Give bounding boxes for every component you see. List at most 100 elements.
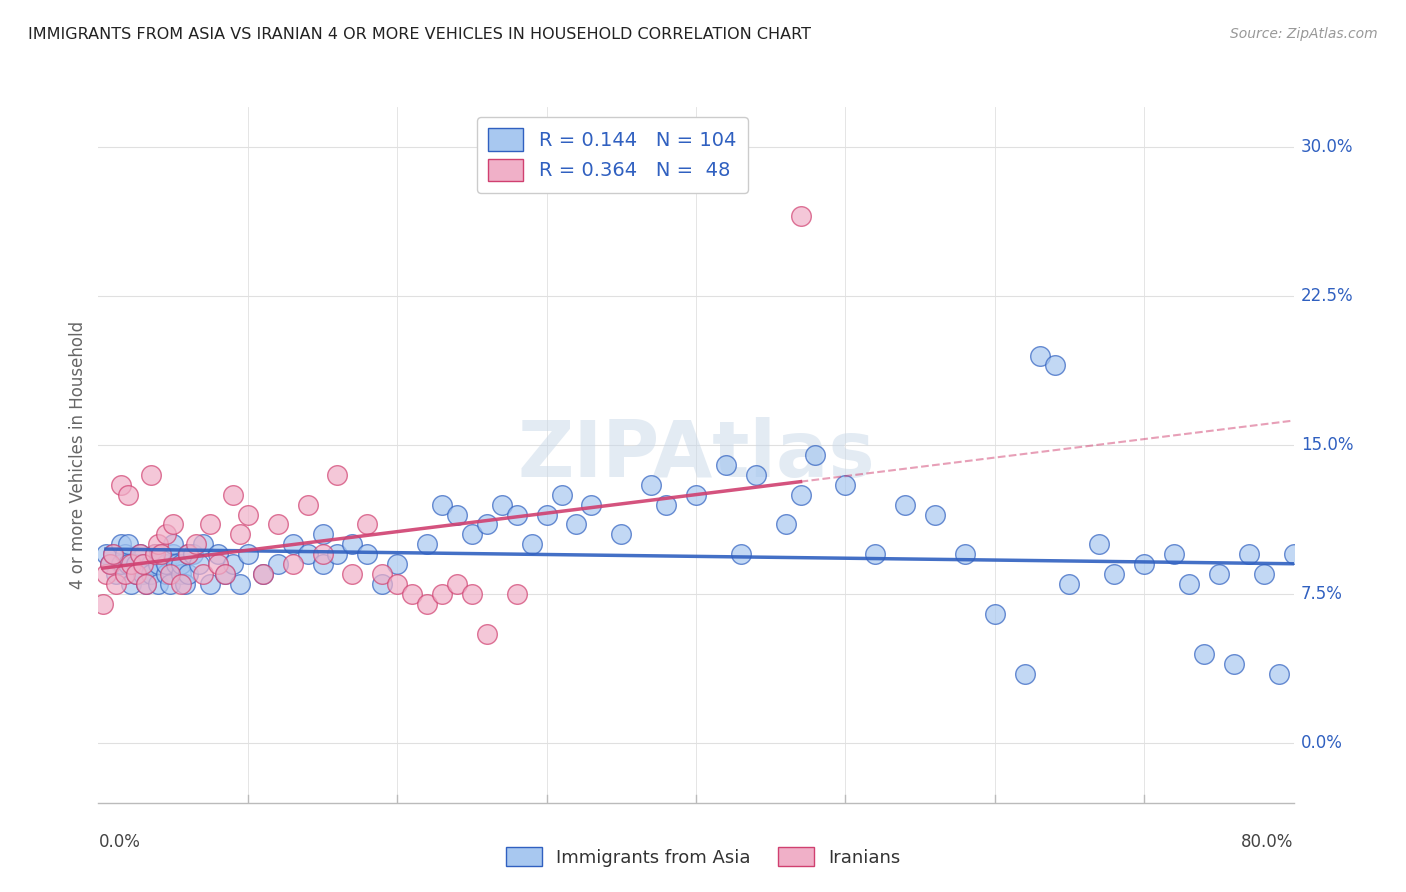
Point: [1372, 666, 1395, 681]
Text: 30.0%: 30.0%: [1301, 137, 1354, 156]
Point: [229, 527, 252, 541]
Text: 80.0%: 80.0%: [1241, 832, 1294, 851]
Point: [105, 577, 128, 591]
Point: [401, 587, 423, 601]
Point: [1043, 359, 1066, 373]
Point: [326, 467, 349, 482]
Point: [804, 448, 827, 462]
Point: [110, 537, 132, 551]
Point: [162, 517, 184, 532]
Point: [143, 547, 166, 561]
Point: [177, 567, 200, 582]
Point: [155, 567, 177, 582]
Y-axis label: 4 or more Vehicles in Household: 4 or more Vehicles in Household: [69, 321, 87, 589]
Text: 0.0%: 0.0%: [1301, 734, 1343, 752]
Point: [1298, 616, 1320, 631]
Point: [200, 517, 222, 532]
Point: [461, 587, 484, 601]
Point: [187, 558, 209, 572]
Point: [491, 498, 513, 512]
Point: [1357, 558, 1379, 572]
Point: [222, 558, 245, 572]
Text: IMMIGRANTS FROM ASIA VS IRANIAN 4 OR MORE VEHICLES IN HOUSEHOLD CORRELATION CHAR: IMMIGRANTS FROM ASIA VS IRANIAN 4 OR MOR…: [28, 27, 811, 42]
Point: [430, 587, 453, 601]
Point: [475, 627, 498, 641]
Point: [103, 547, 125, 561]
Point: [640, 477, 662, 491]
Point: [326, 547, 349, 561]
Point: [536, 508, 558, 522]
Point: [155, 527, 177, 541]
Text: 0.0%: 0.0%: [98, 832, 141, 851]
Point: [863, 547, 886, 561]
Point: [125, 558, 148, 572]
Point: [236, 508, 259, 522]
Point: [117, 488, 139, 502]
Point: [430, 498, 453, 512]
Point: [1208, 567, 1230, 582]
Point: [1088, 537, 1111, 551]
Legend: Immigrants from Asia, Iranians: Immigrants from Asia, Iranians: [498, 840, 908, 874]
Point: [385, 558, 409, 572]
Point: [148, 577, 170, 591]
Point: [834, 477, 856, 491]
Point: [1267, 666, 1289, 681]
Point: [1102, 567, 1125, 582]
Point: [110, 558, 132, 572]
Point: [200, 577, 222, 591]
Point: [191, 567, 214, 582]
Point: [94, 567, 117, 582]
Point: [371, 577, 394, 591]
Point: [281, 537, 304, 551]
Point: [139, 467, 162, 482]
Point: [745, 467, 768, 482]
Point: [169, 577, 191, 591]
Point: [924, 508, 946, 522]
Point: [342, 537, 364, 551]
Point: [550, 488, 572, 502]
Point: [105, 567, 128, 582]
Point: [165, 558, 187, 572]
Point: [416, 597, 439, 611]
Point: [1312, 558, 1334, 572]
Point: [297, 547, 319, 561]
Point: [150, 547, 173, 561]
Point: [120, 558, 142, 572]
Point: [177, 547, 200, 561]
Point: [1386, 657, 1406, 671]
Point: [191, 537, 214, 551]
Point: [894, 498, 917, 512]
Point: [177, 547, 200, 561]
Point: [181, 547, 204, 561]
Point: [1133, 558, 1156, 572]
Point: [311, 547, 333, 561]
Point: [252, 567, 274, 582]
Point: [311, 558, 333, 572]
Legend: R = 0.144   N = 104, R = 0.364   N =  48: R = 0.144 N = 104, R = 0.364 N = 48: [477, 117, 748, 193]
Point: [446, 577, 468, 591]
Point: [252, 567, 274, 582]
Text: 22.5%: 22.5%: [1301, 287, 1354, 305]
Point: [117, 537, 139, 551]
Point: [114, 547, 136, 561]
Text: 7.5%: 7.5%: [1301, 585, 1343, 603]
Point: [1028, 349, 1050, 363]
Point: [520, 537, 543, 551]
Point: [1282, 547, 1305, 561]
Point: [983, 607, 1005, 621]
Point: [655, 498, 678, 512]
Point: [98, 558, 122, 572]
Point: [129, 547, 152, 561]
Point: [267, 558, 290, 572]
Point: [207, 558, 229, 572]
Point: [135, 577, 157, 591]
Point: [953, 547, 976, 561]
Point: [125, 567, 148, 582]
Point: [135, 577, 157, 591]
Point: [1178, 577, 1201, 591]
Point: [139, 558, 162, 572]
Point: [281, 558, 304, 572]
Point: [132, 558, 155, 572]
Point: [342, 567, 364, 582]
Point: [297, 498, 319, 512]
